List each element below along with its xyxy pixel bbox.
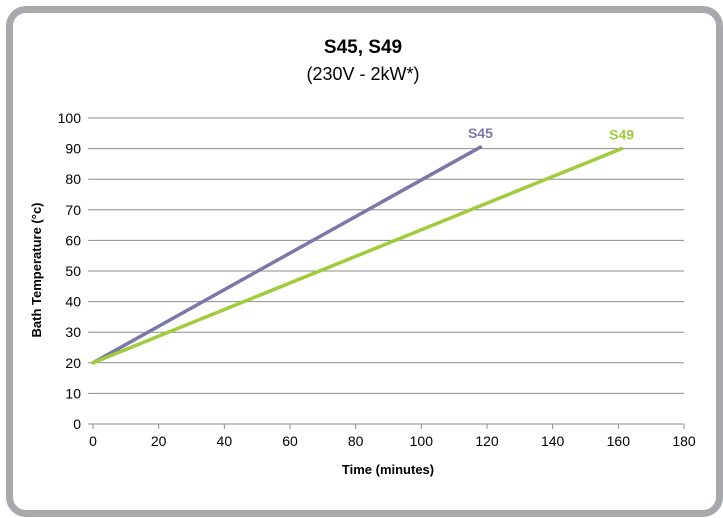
x-tick-label: 0 [89, 433, 97, 449]
x-tick-label: 20 [151, 433, 167, 449]
y-axis-label: Bath Temperature (°c) [29, 203, 44, 338]
y-tick-label: 20 [65, 355, 81, 371]
series-label-s45: S45 [468, 125, 493, 141]
series-label-s49: S49 [609, 127, 634, 143]
chart-frame [6, 6, 723, 517]
grid-lines [88, 117, 684, 425]
y-tick-label: 60 [65, 232, 81, 248]
x-tick-label: 100 [410, 433, 434, 449]
series-line-s49 [91, 146, 624, 365]
x-tick-label: 120 [475, 433, 499, 449]
y-tick-label: 70 [65, 202, 81, 218]
x-tick-label: 60 [282, 433, 298, 449]
y-axis-ticks: 0 10 20 30 40 50 60 70 80 90 100 [58, 110, 82, 432]
y-tick-label: 50 [65, 263, 81, 279]
x-tick-label: 180 [672, 433, 696, 449]
x-tick-label: 140 [541, 433, 565, 449]
x-axis-ticks: 0 20 40 60 80 100 120 140 160 180 [89, 424, 696, 449]
y-tick-label: 80 [65, 171, 81, 187]
y-tick-label: 90 [65, 141, 81, 157]
y-tick-label: 0 [73, 416, 81, 432]
y-tick-label: 40 [65, 294, 81, 310]
series-line-s45 [91, 145, 483, 365]
y-tick-label: 10 [65, 385, 81, 401]
x-tick-label: 80 [348, 433, 364, 449]
x-tick-label: 40 [217, 433, 233, 449]
chart-subtitle: (230V - 2kW*) [306, 64, 419, 84]
y-tick-label: 30 [65, 324, 81, 340]
chart-title: S45, S49 [324, 37, 402, 58]
series-lines: S45 S49 [91, 125, 634, 365]
x-tick-label: 160 [607, 433, 631, 449]
y-tick-label: 100 [58, 110, 82, 126]
x-axis-label: Time (minutes) [342, 462, 434, 477]
